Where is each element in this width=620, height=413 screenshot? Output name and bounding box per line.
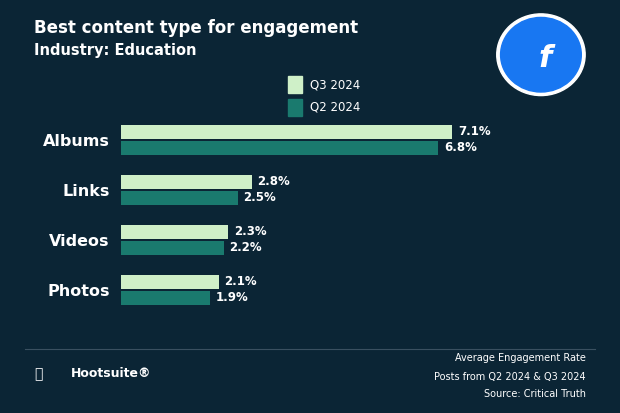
Text: 2.5%: 2.5% <box>243 191 276 204</box>
Text: 1.9%: 1.9% <box>215 291 248 304</box>
Text: Industry: Education: Industry: Education <box>34 43 197 58</box>
Bar <box>121 141 438 155</box>
Text: Q2 2024: Q2 2024 <box>310 101 360 114</box>
Text: Best content type for engagement: Best content type for engagement <box>34 19 358 37</box>
Text: Hootsuite®: Hootsuite® <box>71 367 152 380</box>
Bar <box>121 175 252 189</box>
Text: Posts from Q2 2024 & Q3 2024: Posts from Q2 2024 & Q3 2024 <box>434 372 586 382</box>
Bar <box>121 191 237 205</box>
Text: 2.8%: 2.8% <box>257 175 290 188</box>
Bar <box>121 275 219 289</box>
Text: Q3 2024: Q3 2024 <box>310 78 360 91</box>
Text: 7.1%: 7.1% <box>458 126 490 138</box>
Bar <box>121 291 210 305</box>
Bar <box>121 125 453 139</box>
Bar <box>121 241 224 255</box>
Circle shape <box>497 14 585 95</box>
Text: 2.1%: 2.1% <box>224 275 257 288</box>
Text: 6.8%: 6.8% <box>444 141 477 154</box>
Bar <box>121 225 228 239</box>
Text: 🦉: 🦉 <box>34 367 43 381</box>
Text: f: f <box>538 44 551 73</box>
Text: Source: Critical Truth: Source: Critical Truth <box>484 389 586 399</box>
Circle shape <box>500 17 582 92</box>
Text: Average Engagement Rate: Average Engagement Rate <box>455 354 586 363</box>
Text: 2.2%: 2.2% <box>229 241 262 254</box>
Text: 2.3%: 2.3% <box>234 225 267 238</box>
